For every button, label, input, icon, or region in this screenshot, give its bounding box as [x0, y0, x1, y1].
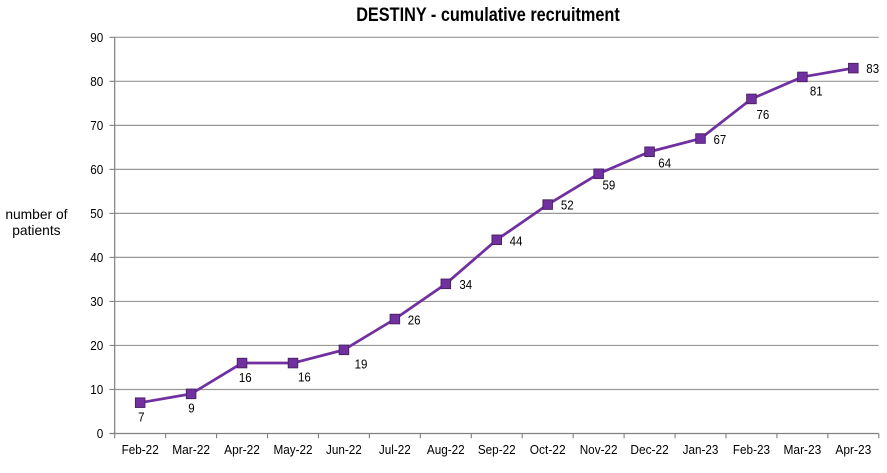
svg-text:May-22: May-22: [273, 443, 312, 457]
svg-text:Jun-22: Jun-22: [326, 443, 362, 457]
svg-text:44: 44: [510, 234, 523, 248]
svg-text:Feb-23: Feb-23: [733, 443, 770, 457]
svg-text:Apr-22: Apr-22: [224, 443, 260, 457]
svg-text:Oct-22: Oct-22: [530, 443, 566, 457]
svg-text:59: 59: [603, 179, 616, 193]
svg-text:60: 60: [90, 163, 103, 177]
svg-text:0: 0: [97, 427, 104, 441]
svg-text:16: 16: [298, 371, 311, 385]
svg-text:83: 83: [866, 62, 879, 76]
svg-text:number of: number of: [5, 207, 67, 222]
svg-text:patients: patients: [12, 223, 60, 238]
svg-text:80: 80: [90, 75, 103, 89]
svg-text:70: 70: [90, 119, 103, 133]
svg-text:90: 90: [90, 31, 103, 45]
svg-text:64: 64: [658, 156, 671, 170]
svg-text:50: 50: [90, 207, 103, 221]
svg-text:20: 20: [90, 339, 103, 353]
svg-text:Aug-22: Aug-22: [427, 443, 465, 457]
svg-text:Nov-22: Nov-22: [580, 443, 618, 457]
svg-text:52: 52: [561, 198, 574, 212]
svg-text:19: 19: [355, 358, 368, 372]
svg-text:Jan-23: Jan-23: [683, 443, 719, 457]
svg-text:76: 76: [757, 108, 770, 122]
svg-text:Mar-22: Mar-22: [172, 443, 210, 457]
svg-text:DESTINY - cumulative recruitme: DESTINY - cumulative recruitment: [356, 4, 620, 26]
svg-text:Jul-22: Jul-22: [379, 443, 411, 457]
svg-text:40: 40: [90, 251, 103, 265]
svg-text:Apr-23: Apr-23: [835, 443, 871, 457]
svg-text:Sep-22: Sep-22: [478, 443, 516, 457]
svg-text:30: 30: [90, 295, 103, 309]
svg-text:16: 16: [239, 371, 252, 385]
svg-text:26: 26: [408, 313, 421, 327]
svg-text:81: 81: [810, 85, 823, 99]
svg-text:67: 67: [714, 133, 727, 147]
svg-text:Mar-23: Mar-23: [783, 443, 821, 457]
svg-text:Feb-22: Feb-22: [122, 443, 159, 457]
svg-text:10: 10: [90, 383, 103, 397]
svg-text:7: 7: [138, 411, 144, 425]
svg-text:9: 9: [188, 402, 194, 416]
svg-text:34: 34: [459, 278, 472, 292]
svg-text:Dec-22: Dec-22: [630, 443, 668, 457]
